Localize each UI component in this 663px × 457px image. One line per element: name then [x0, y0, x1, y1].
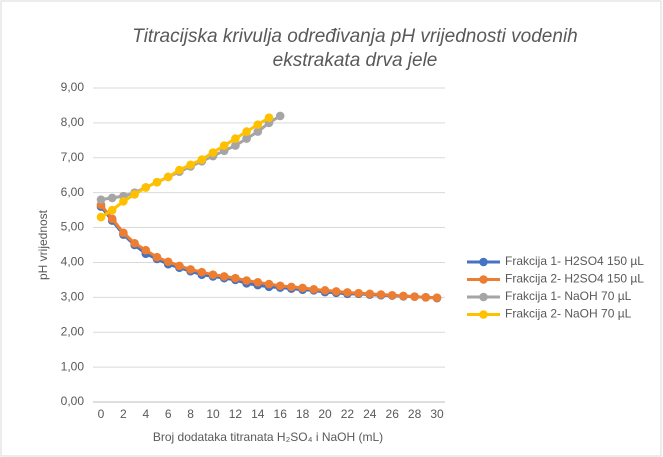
x-tick-label: 10 — [206, 407, 220, 421]
data-point — [343, 288, 352, 297]
x-tick-label: 28 — [408, 407, 422, 421]
data-point — [119, 228, 128, 238]
y-tick-label: 3,00 — [61, 290, 85, 304]
y-tick-label: 6,00 — [61, 185, 85, 199]
x-tick-label: 12 — [229, 407, 243, 421]
data-point — [287, 282, 296, 292]
data-point — [96, 195, 106, 204]
legend-marker — [479, 257, 488, 267]
y-axis-label: pH vrijednost — [36, 209, 50, 280]
data-point — [197, 155, 207, 164]
x-tick-label: 22 — [341, 407, 355, 421]
legend-marker — [479, 292, 488, 302]
data-point — [152, 252, 162, 262]
data-point — [231, 273, 240, 283]
data-point — [354, 288, 363, 298]
data-point — [141, 183, 151, 192]
data-point — [107, 214, 117, 224]
data-point — [410, 292, 419, 301]
x-tick-label: 18 — [296, 407, 310, 421]
x-tick-label: 30 — [430, 407, 444, 421]
x-tick-label: 14 — [251, 407, 265, 421]
data-point — [421, 293, 431, 302]
x-tick-label: 0 — [98, 407, 105, 421]
data-point — [141, 245, 151, 255]
data-point — [253, 120, 263, 129]
legend-marker — [479, 310, 488, 319]
legend-label: Frakcija 2- NaOH 70 µL — [505, 307, 632, 321]
data-point — [365, 289, 375, 299]
data-point — [208, 270, 218, 279]
data-point — [298, 283, 307, 293]
data-point — [242, 134, 251, 143]
data-point — [376, 290, 386, 299]
data-point — [208, 148, 218, 157]
legend-label: Frakcija 1- H2SO4 150 µL — [505, 254, 644, 268]
legend-marker — [479, 275, 488, 284]
y-tick-label: 9,00 — [61, 80, 85, 94]
series-line — [100, 116, 270, 219]
x-tick-label: 24 — [363, 407, 377, 421]
data-point — [432, 293, 442, 302]
data-point — [163, 172, 173, 182]
data-point — [242, 127, 251, 136]
x-axis-label: Broj dodataka titranata H₂SO₄ i NaOH (mL… — [153, 430, 383, 444]
data-point — [231, 141, 240, 150]
data-point — [119, 197, 128, 206]
data-point — [264, 279, 274, 289]
data-point — [186, 160, 195, 170]
x-tick-label: 4 — [142, 407, 149, 421]
y-tick-label: 7,00 — [61, 150, 85, 164]
data-point — [387, 290, 397, 300]
data-point — [399, 291, 408, 301]
data-point — [130, 190, 139, 199]
x-tick-label: 2 — [120, 407, 127, 421]
legend-label: Frakcija 1- NaOH 70 µL — [505, 289, 632, 303]
data-point — [163, 257, 173, 267]
data-point — [275, 281, 285, 291]
data-point — [219, 272, 229, 281]
legend-label: Frakcija 2- H2SO4 150 µL — [505, 272, 644, 286]
data-point — [130, 238, 139, 248]
y-tick-label: 0,00 — [61, 394, 85, 408]
data-point — [253, 127, 263, 136]
data-point — [264, 113, 274, 122]
data-point — [320, 286, 330, 295]
data-point — [309, 285, 319, 294]
y-tick-label: 8,00 — [61, 115, 85, 129]
y-tick-label: 1,00 — [61, 359, 85, 373]
data-point — [231, 134, 240, 143]
data-point — [275, 111, 285, 121]
data-point — [331, 287, 341, 296]
y-tick-label: 5,00 — [61, 220, 85, 234]
y-tick-label: 2,00 — [61, 324, 85, 338]
y-tick-label: 4,00 — [61, 255, 85, 269]
data-point — [96, 212, 106, 222]
chart-title: ekstrakata drva jele — [273, 50, 438, 71]
data-point — [197, 267, 207, 277]
x-tick-label: 26 — [386, 407, 400, 421]
data-point — [186, 265, 195, 274]
x-tick-label: 16 — [274, 407, 288, 421]
x-tick-label: 6 — [165, 407, 172, 421]
data-point — [242, 276, 251, 285]
x-tick-label: 8 — [187, 407, 194, 421]
chart-title: Titracijska krivulja određivanja pH vrij… — [132, 26, 577, 47]
data-point — [175, 261, 184, 271]
data-point — [253, 278, 263, 287]
data-point — [175, 165, 184, 175]
data-point — [107, 193, 117, 203]
data-point — [107, 205, 117, 215]
data-point — [152, 177, 162, 187]
data-point — [219, 141, 229, 150]
x-tick-label: 20 — [318, 407, 332, 421]
